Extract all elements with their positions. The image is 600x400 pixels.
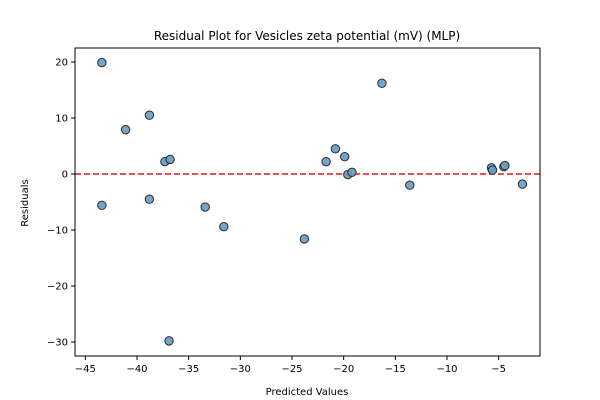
x-tick-label-1: −40 (126, 364, 147, 375)
data-point-12 (330, 144, 341, 154)
y-tick-label-1: −20 (47, 282, 68, 293)
data-point-19 (487, 165, 498, 175)
data-point-16 (377, 78, 387, 88)
data-point-10 (299, 234, 310, 244)
data-point-7 (164, 336, 174, 346)
y-tick-label-0: −30 (47, 338, 68, 349)
x-tick-label-0: −45 (75, 364, 96, 375)
data-point-0 (97, 57, 107, 68)
x-tick-label-2: −35 (178, 364, 199, 375)
x-tick-label-4: −25 (281, 364, 302, 375)
x-tick-label-7: −10 (436, 364, 457, 375)
x-tick-label-3: −30 (230, 364, 251, 375)
plot-frame (74, 47, 541, 357)
data-point-6 (165, 154, 175, 165)
data-point-3 (144, 110, 155, 120)
x-tick-label-8: −5 (491, 364, 506, 375)
data-point-8 (200, 202, 210, 212)
data-point-17 (405, 180, 415, 190)
data-point-15 (347, 167, 357, 178)
plot-area: −45 −40 −35 −30 −25 −20 −15 −10 −5 −30 −20 −10 0 10 20 (47, 47, 541, 375)
data-point-4 (144, 194, 155, 204)
x-tick-label-6: −15 (385, 364, 406, 375)
data-point-11 (321, 156, 331, 167)
x-axis-title: Predicted Values (266, 387, 349, 398)
x-tick-label-5: −20 (333, 364, 354, 375)
y-tick-label-4: 10 (55, 114, 68, 125)
data-point-13 (340, 151, 350, 162)
data-point-21 (500, 160, 510, 171)
y-axis-title: Residuals (20, 179, 31, 226)
y-tick-label-5: 20 (55, 58, 68, 69)
data-point-22 (517, 179, 528, 189)
y-tick-label-3: 0 (62, 170, 68, 181)
data-point-2 (120, 125, 131, 135)
data-point-1 (97, 200, 107, 211)
y-tick-label-2: −10 (47, 226, 68, 237)
data-point-9 (219, 221, 229, 232)
chart-title: Residual Plot for Vesicles zeta potentia… (154, 29, 460, 43)
